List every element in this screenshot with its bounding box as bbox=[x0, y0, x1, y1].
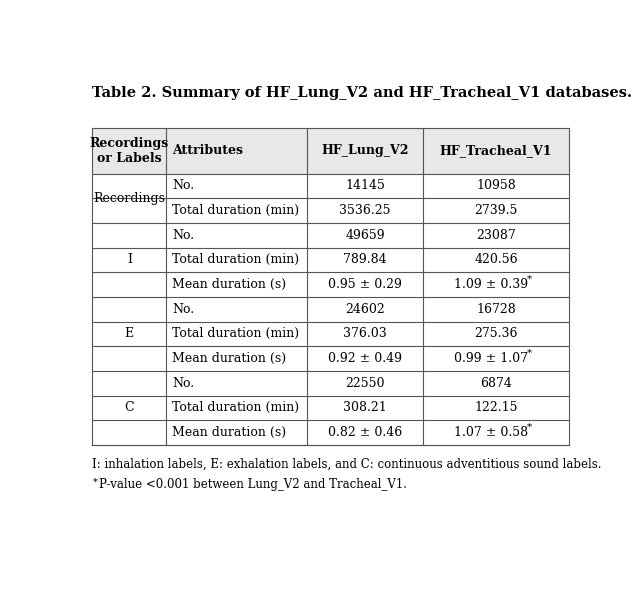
Text: I: inhalation labels, E: exhalation labels, and C: continuous adventitious sound: I: inhalation labels, E: exhalation labe… bbox=[92, 458, 602, 471]
Text: 10958: 10958 bbox=[476, 179, 516, 192]
Text: 0.92 ± 0.49: 0.92 ± 0.49 bbox=[328, 352, 402, 365]
Text: 1.07 ± 0.58: 1.07 ± 0.58 bbox=[454, 426, 528, 439]
Text: No.: No. bbox=[172, 302, 195, 315]
Text: 275.36: 275.36 bbox=[474, 327, 518, 341]
Text: Table 2. Summary of HF_Lung_V2 and HF_Tracheal_V1 databases.: Table 2. Summary of HF_Lung_V2 and HF_Tr… bbox=[92, 86, 632, 100]
Text: Mean duration (s): Mean duration (s) bbox=[172, 426, 286, 439]
Text: *: * bbox=[527, 423, 532, 431]
Text: P-value <0.001 between Lung_V2 and Tracheal_V1.: P-value <0.001 between Lung_V2 and Trach… bbox=[99, 478, 407, 491]
Text: 23087: 23087 bbox=[476, 229, 516, 241]
Text: 1.09 ± 0.39: 1.09 ± 0.39 bbox=[454, 278, 528, 291]
Text: 420.56: 420.56 bbox=[474, 253, 518, 266]
Text: Total duration (min): Total duration (min) bbox=[172, 204, 300, 217]
Text: 122.15: 122.15 bbox=[474, 402, 518, 415]
Text: No.: No. bbox=[172, 229, 195, 241]
Text: HF_Lung_V2: HF_Lung_V2 bbox=[321, 145, 409, 158]
Text: 24602: 24602 bbox=[345, 302, 385, 315]
Text: E: E bbox=[125, 327, 134, 341]
Text: *: * bbox=[527, 348, 532, 357]
Text: Mean duration (s): Mean duration (s) bbox=[172, 278, 286, 291]
Text: 789.84: 789.84 bbox=[343, 253, 387, 266]
Text: 376.03: 376.03 bbox=[343, 327, 387, 341]
Text: *: * bbox=[527, 274, 532, 283]
Text: 6874: 6874 bbox=[480, 376, 512, 390]
Text: 0.99 ± 1.07: 0.99 ± 1.07 bbox=[454, 352, 528, 365]
Text: HF_Tracheal_V1: HF_Tracheal_V1 bbox=[440, 145, 552, 158]
Bar bbox=[92, 129, 568, 174]
Text: 0.95 ± 0.29: 0.95 ± 0.29 bbox=[328, 278, 402, 291]
Text: 308.21: 308.21 bbox=[343, 402, 387, 415]
Text: 22550: 22550 bbox=[345, 376, 385, 390]
Text: Total duration (min): Total duration (min) bbox=[172, 402, 300, 415]
Text: 0.82 ± 0.46: 0.82 ± 0.46 bbox=[328, 426, 402, 439]
Text: Attributes: Attributes bbox=[172, 145, 243, 158]
Text: Recordings: Recordings bbox=[93, 192, 165, 205]
Text: Total duration (min): Total duration (min) bbox=[172, 253, 300, 266]
Text: No.: No. bbox=[172, 376, 195, 390]
Text: Total duration (min): Total duration (min) bbox=[172, 327, 300, 341]
Text: *: * bbox=[92, 478, 97, 487]
Text: 3536.25: 3536.25 bbox=[339, 204, 391, 217]
Text: Mean duration (s): Mean duration (s) bbox=[172, 352, 286, 365]
Text: 14145: 14145 bbox=[345, 179, 385, 192]
Text: 2739.5: 2739.5 bbox=[474, 204, 518, 217]
Text: No.: No. bbox=[172, 179, 195, 192]
Text: 16728: 16728 bbox=[476, 302, 516, 315]
Text: Recordings
or Labels: Recordings or Labels bbox=[90, 137, 169, 165]
Text: I: I bbox=[127, 253, 132, 266]
Text: 49659: 49659 bbox=[345, 229, 385, 241]
Text: C: C bbox=[125, 402, 134, 415]
